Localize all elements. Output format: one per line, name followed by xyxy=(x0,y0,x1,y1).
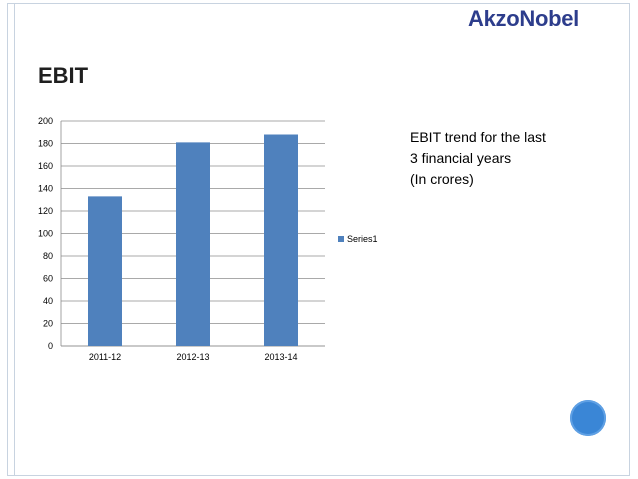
y-tick-label: 120 xyxy=(38,206,53,216)
y-tick-label: 160 xyxy=(38,161,53,171)
slide-frame xyxy=(7,3,630,476)
legend-label: Series1 xyxy=(347,234,378,244)
chart-note: EBIT trend for the last 3 financial year… xyxy=(410,127,546,190)
slide-left-rule xyxy=(14,3,15,476)
y-tick-label: 60 xyxy=(43,274,53,284)
y-tick-label: 40 xyxy=(43,296,53,306)
x-tick-label: 2012-13 xyxy=(176,352,209,362)
x-tick-label: 2011-12 xyxy=(89,352,121,362)
note-line-2: 3 financial years xyxy=(410,150,512,166)
legend-swatch xyxy=(338,236,344,242)
y-tick-label: 140 xyxy=(38,184,53,194)
note-line-1: EBIT trend for the last xyxy=(410,129,546,145)
akzonobel-logo: AkzoNobel xyxy=(468,6,579,31)
slide-title: EBIT xyxy=(38,63,89,88)
bar xyxy=(176,142,210,346)
decorative-circle xyxy=(570,400,606,436)
y-tick-label: 20 xyxy=(43,319,53,329)
bar xyxy=(264,134,298,346)
y-tick-label: 200 xyxy=(38,116,53,126)
y-tick-label: 180 xyxy=(38,139,53,149)
note-line-3: (In crores) xyxy=(410,171,474,187)
y-tick-label: 100 xyxy=(38,229,53,239)
bar xyxy=(88,196,122,346)
y-tick-label: 0 xyxy=(48,341,53,351)
y-tick-label: 80 xyxy=(43,251,53,261)
x-tick-label: 2013-14 xyxy=(264,352,297,362)
